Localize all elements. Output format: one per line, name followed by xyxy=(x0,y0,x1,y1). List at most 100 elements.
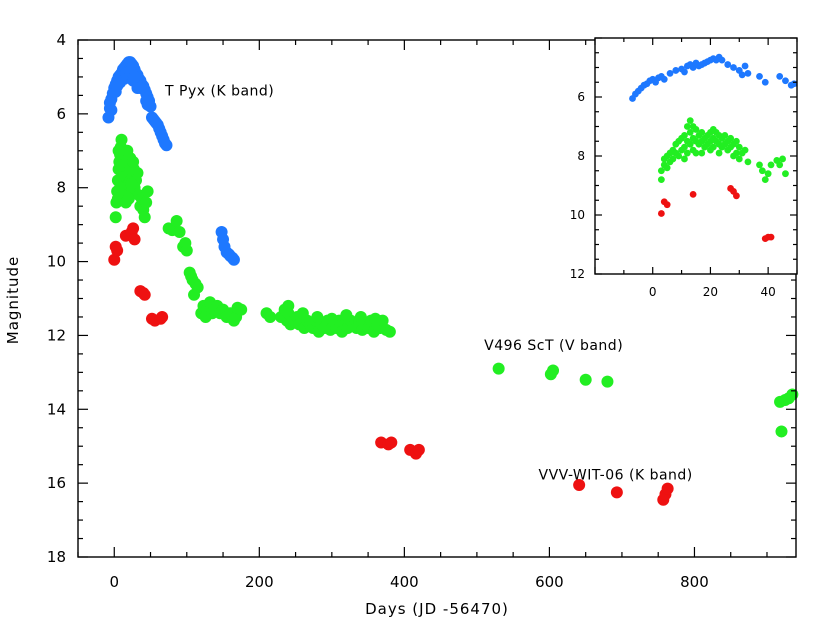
inset-point-t-pyx-k-band-35 xyxy=(756,72,763,80)
point-v496-sct-v-band-121 xyxy=(325,312,338,325)
inset-point-t-pyx-k-band-37 xyxy=(776,72,784,80)
inset-point-v496-sct-v-band-22 xyxy=(686,117,694,124)
inset-point-v496-sct-v-band-70 xyxy=(761,176,769,184)
inset-series-v496-sct-v-band xyxy=(657,117,789,184)
inset-point-t-pyx-k-band-38 xyxy=(782,77,789,85)
series-vvv-wit-06-k-band xyxy=(108,222,674,506)
inset-point-t-pyx-k-band-28 xyxy=(718,56,726,64)
inset-point-t-pyx-k-band-15 xyxy=(681,68,688,76)
inset-point-vvv-wit-06-k-band-2 xyxy=(663,201,671,209)
point-v496-sct-v-band-41 xyxy=(125,178,138,191)
annotation-v496-sct-v-band: V496 ScT (V band) xyxy=(484,338,623,354)
point-t-pyx-k-band-57 xyxy=(111,80,124,93)
inset-x-tick-label: 20 xyxy=(703,285,718,299)
inset-point-v496-sct-v-band-19 xyxy=(683,123,691,130)
y-tick-label: 14 xyxy=(47,400,66,418)
point-vvv-wit-06-k-band-24 xyxy=(661,482,674,495)
inset-y-tick-label: 6 xyxy=(577,90,585,104)
inset-point-v496-sct-v-band-21 xyxy=(683,149,691,157)
inset-point-v496-sct-v-band-66 xyxy=(741,146,749,154)
point-t-pyx-k-band-62 xyxy=(134,82,147,95)
inset-point-v496-sct-v-band-72 xyxy=(767,161,775,169)
series-t-pyx-k-band xyxy=(102,56,240,266)
point-v496-sct-v-band-124 xyxy=(369,312,382,325)
inset-point-v496-sct-v-band-9 xyxy=(669,155,677,163)
point-v496-sct-v-band-129 xyxy=(601,375,614,388)
inset-series-t-pyx-k-band xyxy=(629,53,798,102)
point-vvv-wit-06-k-band-13 xyxy=(156,310,169,323)
inset-point-v496-sct-v-band-24 xyxy=(686,140,694,148)
inset-point-v496-sct-v-band-67 xyxy=(744,158,752,166)
point-v496-sct-v-band-78 xyxy=(264,310,277,323)
point-v496-sct-v-band-60 xyxy=(191,281,204,294)
inset-point-t-pyx-k-band-11 xyxy=(660,75,668,83)
y-tick-label: 6 xyxy=(56,105,66,123)
x-axis-title: Days (JD -56470) xyxy=(365,600,509,618)
x-tick-label: 600 xyxy=(535,573,564,591)
inset-point-v496-sct-v-band-28 xyxy=(692,126,700,133)
inset-point-v496-sct-v-band-23 xyxy=(686,129,694,136)
point-v496-sct-v-band-117 xyxy=(383,325,396,338)
inset-point-t-pyx-k-band-33 xyxy=(741,62,749,70)
inset-point-v496-sct-v-band-16 xyxy=(681,131,688,139)
inset-point-v496-sct-v-band-30 xyxy=(692,149,700,157)
y-tick-label: 8 xyxy=(56,179,66,197)
inset-point-v496-sct-v-band-18 xyxy=(681,155,688,163)
inset-x-tick-label: 0 xyxy=(649,285,657,299)
inset-point-v496-sct-v-band-62 xyxy=(733,149,740,157)
point-vvv-wit-06-k-band-16 xyxy=(385,436,398,449)
inset-y-tick-label: 12 xyxy=(570,267,585,281)
inset-series-vvv-wit-06-k-band xyxy=(657,185,775,243)
inset-point-v496-sct-v-band-17 xyxy=(681,143,688,151)
y-tick-label: 18 xyxy=(47,548,66,566)
y-tick-label: 4 xyxy=(56,31,66,49)
x-tick-label: 800 xyxy=(680,573,709,591)
point-t-pyx-k-band-40 xyxy=(160,139,173,152)
point-v496-sct-v-band-127 xyxy=(547,364,560,377)
point-v496-sct-v-band-125 xyxy=(492,362,505,375)
point-vvv-wit-06-k-band-21 xyxy=(610,486,623,499)
point-v496-sct-v-band-47 xyxy=(127,155,140,168)
point-v496-sct-v-band-122 xyxy=(340,309,353,322)
inset-point-v496-sct-v-band-68 xyxy=(756,161,763,169)
inset-point-v496-sct-v-band-75 xyxy=(779,155,786,163)
point-vvv-wit-06-k-band-0 xyxy=(108,253,121,266)
inset-point-v496-sct-v-band-0 xyxy=(657,176,665,184)
point-v496-sct-v-band-50 xyxy=(170,214,183,227)
inset-point-t-pyx-k-band-32 xyxy=(738,71,746,79)
x-tick-label: 0 xyxy=(109,573,119,591)
inset-point-t-pyx-k-band-12 xyxy=(666,70,674,77)
inset-point-vvv-wit-06-k-band-9 xyxy=(767,233,775,241)
y-tick-label: 10 xyxy=(47,253,66,271)
inset-point-v496-sct-v-band-76 xyxy=(782,170,789,178)
point-vvv-wit-06-k-band-6 xyxy=(128,233,141,246)
inset-point-vvv-wit-06-k-band-0 xyxy=(657,210,665,217)
point-v496-sct-v-band-118 xyxy=(282,299,295,312)
point-t-pyx-k-band-56 xyxy=(103,96,116,109)
inset-point-v496-sct-v-band-64 xyxy=(735,155,743,163)
point-vvv-wit-06-k-band-20 xyxy=(573,478,586,491)
point-v496-sct-v-band-123 xyxy=(354,310,367,323)
inset-point-v496-sct-v-band-71 xyxy=(764,170,772,178)
point-v496-sct-v-band-34 xyxy=(140,196,153,209)
point-vvv-wit-06-k-band-9 xyxy=(138,288,151,301)
y-tick-label: 12 xyxy=(47,326,66,344)
inset-point-v496-sct-v-band-33 xyxy=(698,129,706,136)
inset-point-v496-sct-v-band-74 xyxy=(776,161,784,169)
point-v496-sct-v-band-128 xyxy=(579,373,592,386)
point-vvv-wit-06-k-band-2 xyxy=(111,244,124,257)
inset-point-vvv-wit-06-k-band-6 xyxy=(733,192,740,200)
inset-point-v496-sct-v-band-5 xyxy=(663,164,671,172)
inset-x-tick-label: 40 xyxy=(761,285,776,299)
point-v496-sct-v-band-120 xyxy=(311,310,324,323)
inset-plot: 0 20 40 6 8 10 12 xyxy=(570,37,798,299)
point-t-pyx-k-band-61 xyxy=(128,70,141,83)
point-v496-sct-v-band-33 xyxy=(138,211,151,224)
point-t-pyx-k-band-64 xyxy=(141,98,154,111)
inset-y-tick-label: 8 xyxy=(577,149,585,163)
annotation-vvv-wit-06-k-band: VVV-WIT-06 (K band) xyxy=(539,467,693,483)
inset-point-t-pyx-k-band-30 xyxy=(730,64,737,71)
point-v496-sct-v-band-76 xyxy=(235,303,248,316)
inset-point-v496-sct-v-band-1 xyxy=(657,167,665,175)
